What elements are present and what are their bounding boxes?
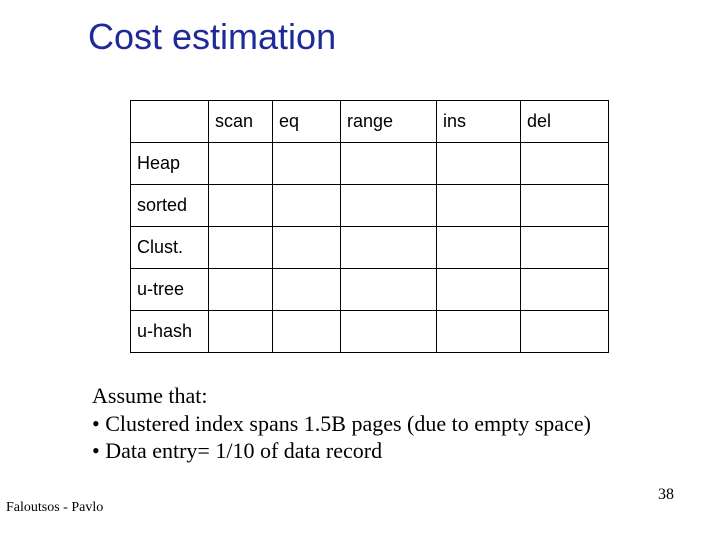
cell — [341, 143, 437, 185]
cell — [209, 185, 273, 227]
cell — [437, 185, 521, 227]
row-header: sorted — [131, 185, 209, 227]
slide: Cost estimation scan eq range ins del — [0, 0, 720, 540]
cell — [437, 143, 521, 185]
cell — [209, 269, 273, 311]
cell — [521, 227, 609, 269]
footer-authors: Faloutsos - Pavlo — [6, 500, 103, 516]
col-header: del — [521, 101, 609, 143]
table-row: sorted — [131, 185, 609, 227]
cell — [437, 311, 521, 353]
cell — [273, 311, 341, 353]
cell — [273, 143, 341, 185]
col-header: scan — [209, 101, 273, 143]
cell — [209, 311, 273, 353]
assume-bullet: • Clustered index spans 1.5B pages (due … — [92, 410, 591, 438]
cell — [341, 227, 437, 269]
cost-table-wrap: scan eq range ins del Heap sorted — [130, 100, 608, 353]
row-header: u-tree — [131, 269, 209, 311]
table-row: Heap — [131, 143, 609, 185]
cell — [521, 185, 609, 227]
cell — [273, 269, 341, 311]
row-header: Heap — [131, 143, 209, 185]
cell — [521, 311, 609, 353]
cost-table: scan eq range ins del Heap sorted — [130, 100, 609, 353]
table-row: u-tree — [131, 269, 609, 311]
assume-lead: Assume that: — [92, 382, 591, 410]
page-number: 38 — [658, 486, 674, 504]
col-header: range — [341, 101, 437, 143]
table-row: u-hash — [131, 311, 609, 353]
table-corner — [131, 101, 209, 143]
assume-bullet: • Data entry= 1/10 of data record — [92, 437, 591, 465]
assume-block: Assume that: • Clustered index spans 1.5… — [92, 382, 591, 465]
cell — [273, 227, 341, 269]
cell — [437, 269, 521, 311]
table-row: Clust. — [131, 227, 609, 269]
cell — [341, 311, 437, 353]
cell — [273, 185, 341, 227]
row-header: u-hash — [131, 311, 209, 353]
col-header: eq — [273, 101, 341, 143]
cell — [341, 185, 437, 227]
cell — [521, 143, 609, 185]
col-header: ins — [437, 101, 521, 143]
slide-title: Cost estimation — [88, 16, 336, 58]
row-header: Clust. — [131, 227, 209, 269]
cell — [209, 227, 273, 269]
cell — [437, 227, 521, 269]
cell — [209, 143, 273, 185]
cell — [521, 269, 609, 311]
cell — [341, 269, 437, 311]
table-header-row: scan eq range ins del — [131, 101, 609, 143]
